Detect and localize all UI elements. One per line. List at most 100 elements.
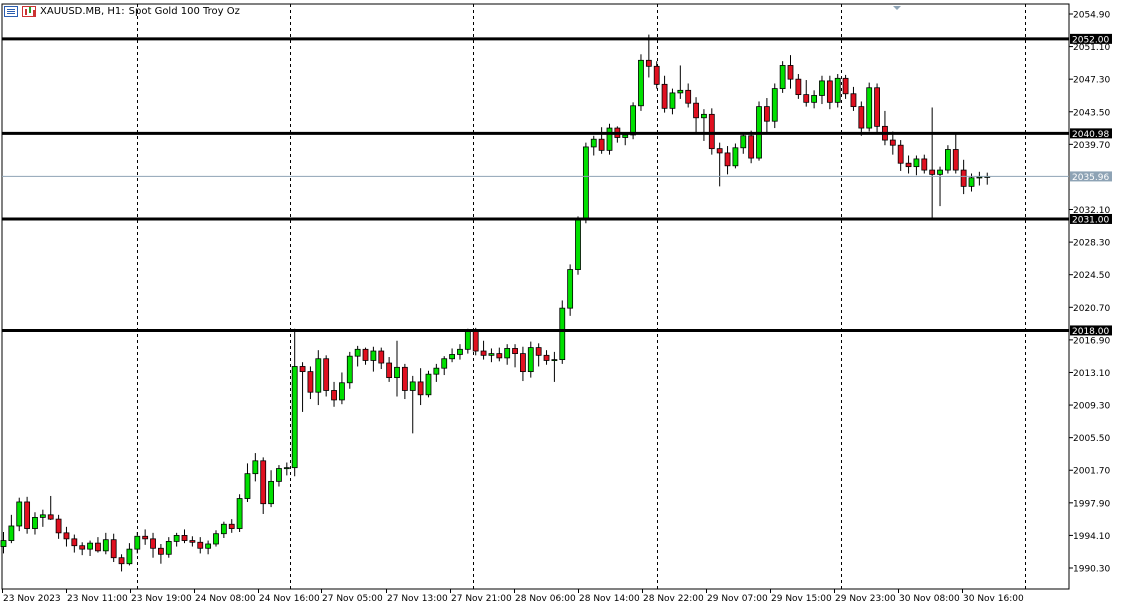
candle-bear <box>307 371 314 393</box>
candle-bear <box>24 501 31 529</box>
candle-bull <box>87 542 93 550</box>
candle-bear <box>118 557 125 565</box>
candle-bear <box>496 353 503 359</box>
candle-bull <box>126 548 133 565</box>
time-tick-label: 23 Nov 11:00 <box>67 594 128 604</box>
axis-layer: 2054.90 2051.10 2047.30 2043.50 2039.70 2032.… <box>2 11 1112 604</box>
level-price-badge <box>1070 213 1112 224</box>
candle-bull <box>945 149 951 171</box>
candle-bear <box>472 330 479 352</box>
price-tick-label: 2028.30 <box>1073 239 1110 249</box>
chart-menu-icon[interactable] <box>4 6 18 17</box>
candle-bull <box>213 533 219 545</box>
candle-bull <box>582 146 589 221</box>
price-tick-label: 2047.30 <box>1073 76 1110 86</box>
candle-bear <box>189 540 196 543</box>
symbol-label: XAUUSD.MB, H1: <box>40 6 125 17</box>
candle-bull <box>173 535 180 542</box>
candle-bull <box>779 65 786 90</box>
candle-bull <box>504 348 511 359</box>
time-tick-label: 30 Nov 08:00 <box>899 594 960 604</box>
price-tick-label: 2039.70 <box>1073 141 1110 151</box>
candle-bull <box>811 95 818 103</box>
candle-bull <box>236 498 243 529</box>
candle-bear <box>708 113 715 150</box>
candle-bear <box>386 362 393 379</box>
level-price-badge-label: 2040.98 <box>1072 130 1109 140</box>
time-tick-label: 30 Nov 16:00 <box>963 594 1024 604</box>
candle-bear <box>181 535 188 541</box>
candle-bear <box>150 538 156 549</box>
candle-bull <box>394 366 400 379</box>
candle-bear <box>787 65 794 80</box>
candle-bear <box>157 547 164 555</box>
candle-bull <box>39 514 46 518</box>
candle-bull <box>740 135 747 149</box>
candle-bear <box>889 139 896 146</box>
candle-bear <box>685 89 692 104</box>
price-tick-label: 2009.30 <box>1073 402 1110 412</box>
candle-bull <box>464 330 471 350</box>
candle-bull <box>559 307 566 361</box>
candle-bear <box>763 106 770 122</box>
candle-bear <box>378 350 385 364</box>
candle-bull <box>276 468 282 482</box>
candle-bear <box>47 514 54 520</box>
candle-bull <box>354 348 361 357</box>
candle-bear <box>842 77 849 95</box>
chart-shift-marker-icon[interactable] <box>893 6 901 10</box>
candle-bear <box>929 169 936 175</box>
candle-bear <box>598 138 605 151</box>
price-tick-label: 2032.10 <box>1073 206 1110 216</box>
level-price-badge <box>1070 33 1112 44</box>
candle-bull <box>315 358 322 393</box>
candle-bull <box>976 176 983 179</box>
price-tick-label: 1994.10 <box>1073 532 1110 542</box>
candle-bear <box>71 538 78 547</box>
candle-bear <box>142 535 149 540</box>
candle-bear <box>645 59 652 67</box>
level-price-badge-label: 2052.00 <box>1072 35 1109 45</box>
candle-bear <box>724 152 731 167</box>
candle-bear <box>795 78 802 96</box>
level-price-badge <box>1070 128 1112 139</box>
candle-layer <box>0 34 991 572</box>
price-tick-label: 2013.10 <box>1073 369 1110 379</box>
candle-bear <box>921 158 928 171</box>
price-tick-label: 1997.90 <box>1073 499 1110 509</box>
level-layer[interactable] <box>2 37 1069 332</box>
candle-bear <box>480 350 487 356</box>
time-tick-label: 23 Nov 19:00 <box>131 594 192 604</box>
level-price-badge-label: 2031.00 <box>1072 215 1109 225</box>
candle-bull <box>567 269 574 309</box>
chart-title-bar: XAUUSD.MB, H1: Spot Gold 100 Troy Oz <box>4 6 240 17</box>
candle-bull <box>8 525 15 541</box>
candle-bull <box>638 59 644 107</box>
candle-bear <box>260 460 267 505</box>
candle-bull <box>630 105 636 136</box>
candle-bull <box>134 535 141 550</box>
candle-bull <box>527 347 534 373</box>
candle-bull <box>732 147 739 167</box>
candle-bear <box>693 102 699 119</box>
candle-bear <box>535 347 542 356</box>
level-price-badge <box>1070 325 1112 336</box>
candle-bull <box>701 113 707 119</box>
time-tick-label: 29 Nov 23:00 <box>835 594 896 604</box>
candle-bull <box>937 169 943 175</box>
price-tick-label: 2005.50 <box>1073 434 1110 444</box>
candle-bear <box>401 366 408 391</box>
candle-bull <box>819 80 825 96</box>
candle-bull <box>590 138 597 148</box>
candle-bull <box>433 367 440 375</box>
candle-bear <box>512 348 518 355</box>
candle-bear <box>95 542 101 552</box>
candle-bear <box>858 106 865 129</box>
price-tick-label: 1990.30 <box>1073 565 1110 575</box>
time-tick-label: 29 Nov 15:00 <box>771 594 832 604</box>
time-tick-label: 27 Nov 05:00 <box>322 594 383 604</box>
chart-type-icon[interactable] <box>22 6 36 17</box>
price-tick-label: 2043.50 <box>1073 108 1110 118</box>
